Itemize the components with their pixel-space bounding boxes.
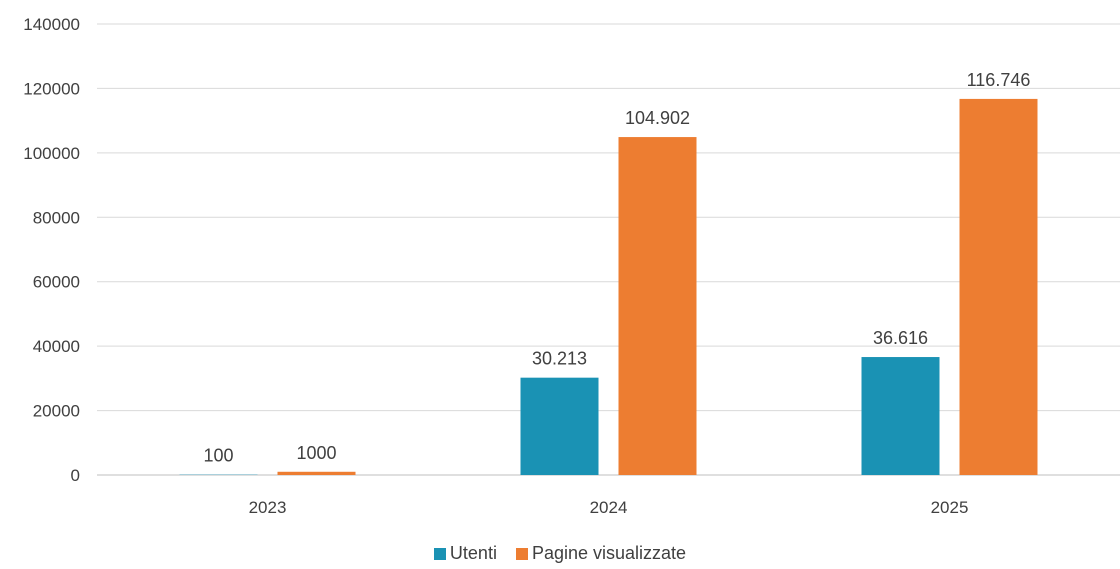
legend-item-utenti: Utenti [433, 543, 497, 564]
y-tick-label: 120000 [23, 79, 80, 98]
y-tick-label: 100000 [23, 144, 80, 163]
legend-swatch-utenti [433, 547, 446, 560]
bar-chart: 0 20000 40000 60000 80000 100000 120000 140000 1… [23, 15, 1120, 517]
bar-pagine-visualizzate-2025 [959, 98, 1038, 475]
legend-label-utenti: Utenti [449, 543, 497, 563]
bar-utenti-2025 [861, 357, 940, 475]
x-tick-label: 2025 [931, 498, 969, 517]
bar-pagine-visualizzate-2024 [618, 137, 697, 475]
data-label: 1000 [296, 443, 336, 463]
legend-swatch-pagine-visualizzate [515, 547, 528, 560]
y-tick-label: 80000 [33, 208, 80, 227]
data-label: 100 [203, 446, 233, 466]
legend-item-pagine-visualizzate: Pagine visualizzate [515, 543, 687, 564]
x-tick-label: 2023 [249, 498, 287, 517]
data-label: 116.746 [967, 70, 1031, 90]
legend-label-pagine-visualizzate: Pagine visualizzate [531, 543, 687, 563]
x-tick-label: 2024 [590, 498, 628, 517]
data-label: 30.213 [532, 349, 587, 369]
data-label: 104.902 [625, 108, 690, 128]
y-tick-label: 140000 [23, 15, 80, 34]
y-tick-label: 0 [71, 466, 80, 485]
data-label: 36.616 [873, 328, 928, 348]
y-tick-label: 40000 [33, 337, 80, 356]
y-tick-label: 60000 [33, 273, 80, 292]
y-tick-label: 20000 [33, 402, 80, 421]
bar-pagine-visualizzate-2023 [277, 471, 356, 475]
bar-utenti-2024 [520, 377, 599, 475]
legend: Utenti Pagine visualizzate [0, 543, 1120, 565]
